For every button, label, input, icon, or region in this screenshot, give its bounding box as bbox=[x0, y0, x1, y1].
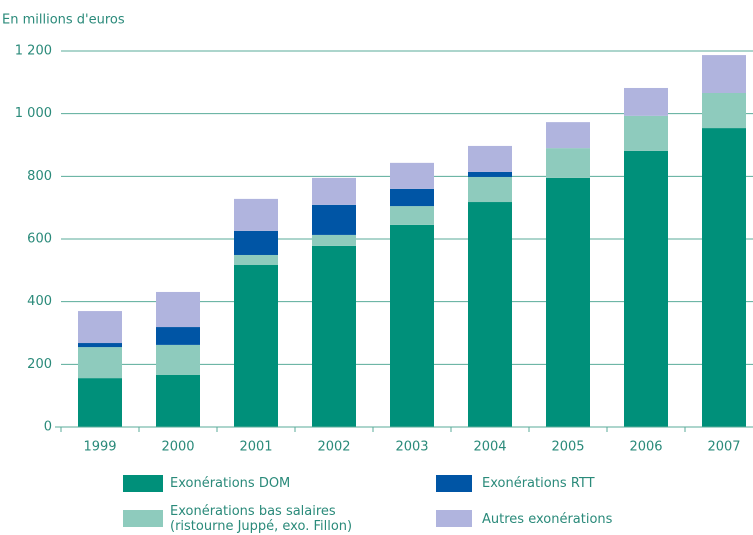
bar-segment bbox=[78, 378, 122, 427]
legend-label: Exonérations bas salaires (ristourne Jup… bbox=[170, 504, 353, 534]
bar-segment bbox=[702, 92, 746, 129]
bar-segment bbox=[156, 291, 200, 328]
bar-segment bbox=[234, 254, 278, 266]
legend-swatch bbox=[436, 475, 472, 492]
bar-segment bbox=[312, 177, 356, 205]
bar-segment bbox=[156, 344, 200, 375]
bar-segment bbox=[702, 55, 746, 93]
bar-segment bbox=[624, 115, 668, 151]
x-tick-label: 2003 bbox=[395, 440, 428, 455]
legend-label: Autres exonérations bbox=[482, 512, 613, 527]
x-tick-label: 2004 bbox=[473, 440, 506, 455]
y-tick-label: 1 000 bbox=[15, 106, 52, 121]
bar-segment bbox=[624, 87, 668, 116]
bar-segment bbox=[390, 188, 434, 207]
bar-segment bbox=[390, 162, 434, 189]
bar-segment bbox=[546, 122, 590, 149]
x-tick-label: 2000 bbox=[161, 440, 194, 455]
x-tick-label: 2006 bbox=[629, 440, 662, 455]
x-tick-label: 1999 bbox=[83, 440, 116, 455]
bar-segment bbox=[78, 311, 122, 344]
y-tick-label: 400 bbox=[27, 294, 52, 309]
legend-label: Exonérations DOM bbox=[170, 476, 291, 491]
bar-segment bbox=[234, 230, 278, 255]
bar-segment bbox=[390, 224, 434, 427]
y-tick-label: 0 bbox=[44, 420, 52, 435]
y-tick-label: 200 bbox=[27, 357, 52, 372]
y-axis-label: En millions d'euros bbox=[2, 13, 125, 28]
bar-segment bbox=[702, 128, 746, 427]
bar-segment bbox=[468, 171, 512, 177]
bar-segment bbox=[624, 150, 668, 427]
bar-segment bbox=[468, 145, 512, 172]
x-tick-label: 2007 bbox=[707, 440, 740, 455]
bar-segment bbox=[156, 327, 200, 345]
bar-segment bbox=[390, 206, 434, 225]
bar-segment bbox=[312, 234, 356, 246]
y-tick-label: 800 bbox=[27, 169, 52, 184]
legend-swatch bbox=[123, 475, 163, 492]
bar-segment bbox=[312, 204, 356, 235]
bar-segment bbox=[78, 343, 122, 348]
legend-swatch bbox=[436, 510, 472, 527]
bar-segment bbox=[78, 347, 122, 379]
bar-segment bbox=[312, 245, 356, 427]
bar-segment bbox=[468, 202, 512, 427]
bar-segment bbox=[234, 198, 278, 231]
y-tick-label: 1 200 bbox=[15, 44, 52, 59]
legend-label: Exonérations RTT bbox=[482, 476, 595, 491]
x-tick-label: 2001 bbox=[239, 440, 272, 455]
bar-segment bbox=[234, 265, 278, 427]
x-tick-label: 2002 bbox=[317, 440, 350, 455]
bar-segment bbox=[156, 374, 200, 427]
bar-segment bbox=[546, 148, 590, 178]
x-tick-label: 2005 bbox=[551, 440, 584, 455]
legend-swatch bbox=[123, 510, 163, 527]
bar-segment bbox=[546, 177, 590, 427]
bar-segment bbox=[468, 176, 512, 203]
y-tick-label: 600 bbox=[27, 232, 52, 247]
